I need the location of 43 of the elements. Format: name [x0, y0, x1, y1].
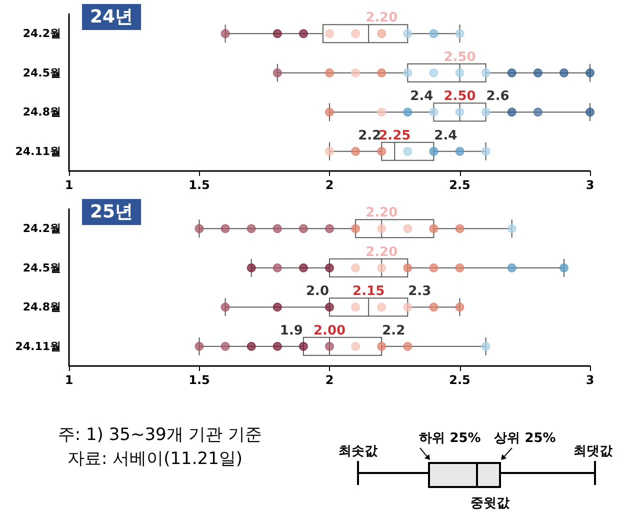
annotation: 2.20 [366, 10, 398, 26]
x-tick-label: 1.5 [188, 178, 210, 192]
y-tick-label: 24.8월 [22, 106, 61, 119]
text: 상위 25% [494, 431, 556, 446]
text: 최솟값 [338, 444, 378, 459]
annotation: 2.2 [382, 323, 406, 338]
text: 중윗값 [470, 496, 510, 511]
annotation: 2.4 [434, 128, 458, 144]
annotation: 2.15 [352, 284, 385, 300]
annotation: 1.9 [280, 323, 303, 338]
chart-title: 24년 [90, 6, 134, 28]
text: 하위 25% [419, 431, 481, 446]
y-tick-label: 24.11월 [15, 144, 61, 158]
text: 최댓값 [574, 444, 614, 459]
annotation: 2.2 [358, 128, 382, 144]
x-tick-label: 3 [586, 373, 594, 387]
x-tick-label: 3 [586, 178, 594, 192]
annotation: 2.0 [306, 284, 330, 300]
annotation: 2.25 [378, 128, 411, 144]
x-tick-label: 1.5 [188, 373, 210, 387]
x-tick-label: 2.5 [449, 178, 470, 192]
y-tick-label: 24.5월 [22, 66, 61, 80]
y-tick-label: 24.8월 [22, 300, 61, 314]
x-tick-label: 1 [64, 373, 74, 387]
annotation: 2.20 [366, 206, 398, 221]
text: 자료: 서베이(11.21일) [67, 449, 243, 469]
x-tick-label: 2 [325, 178, 334, 192]
annotation: 2.50 [444, 50, 476, 65]
x-tick-label: 1 [64, 178, 74, 192]
x-tick-label: 2.5 [449, 373, 470, 387]
y-tick-label: 24.11월 [15, 340, 61, 353]
text: 주: 1) 35~39개 기관 기준 [58, 425, 262, 445]
annotation: 2.6 [486, 89, 510, 104]
annotation: 2.00 [313, 323, 346, 338]
y-tick-label: 24.5월 [22, 261, 61, 274]
annotation: 2.50 [444, 89, 476, 104]
annotation: 2.3 [408, 284, 432, 300]
x-tick-label: 2 [325, 373, 334, 387]
y-tick-label: 24.2월 [22, 222, 61, 236]
chart-title: 25년 [90, 202, 134, 222]
y-tick-label: 24.2월 [22, 27, 61, 40]
annotation: 2.20 [366, 244, 398, 260]
annotation: 2.4 [410, 89, 434, 104]
